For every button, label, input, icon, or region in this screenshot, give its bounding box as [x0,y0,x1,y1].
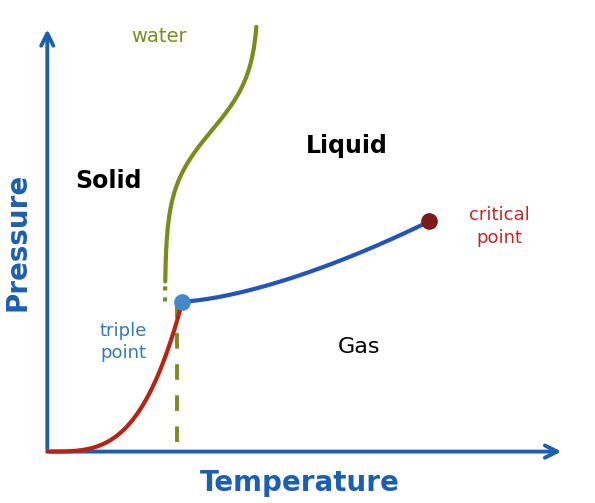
Text: Temperature: Temperature [200,469,400,496]
Text: triple
point: triple point [100,321,148,362]
Text: Solid: Solid [76,170,142,194]
Text: Gas: Gas [337,337,380,357]
Text: Pressure: Pressure [4,173,32,311]
Text: water: water [131,27,187,46]
Text: Liquid: Liquid [306,134,388,158]
Text: critical
point: critical point [469,206,530,246]
